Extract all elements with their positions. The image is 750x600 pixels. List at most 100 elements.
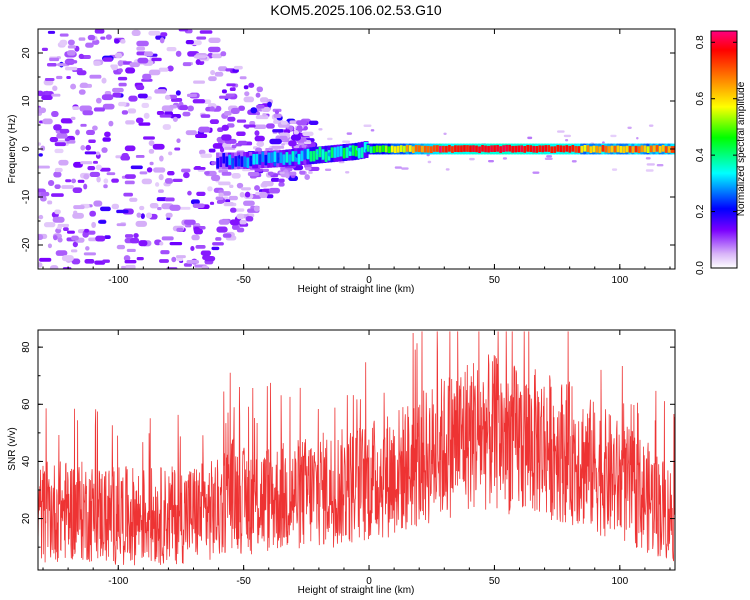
- spectrogram-cell: [229, 87, 236, 92]
- spectrogram-cell: [116, 223, 126, 227]
- spectrogram-cell: [111, 203, 120, 210]
- spectrogram-cell: [55, 250, 68, 256]
- spectrogram-cell: [78, 53, 85, 60]
- spectrogram-cell: [67, 39, 75, 46]
- spectrogram-cell: [72, 187, 83, 193]
- spectrogram-cell: [261, 180, 274, 187]
- spectrogram-cell: [209, 119, 219, 125]
- spectrogram-cell: [146, 167, 153, 173]
- spectrogram-cell: [224, 201, 234, 207]
- spectrogram-cell: [159, 241, 164, 246]
- spectrogram-cell: [101, 77, 107, 84]
- spectrogram-cell: [256, 86, 264, 93]
- spectrogram-cell: [262, 113, 267, 117]
- spectrogram-cell: [169, 204, 181, 211]
- spectrogram-cell: [143, 51, 154, 57]
- spectrogram-cell: [54, 148, 64, 154]
- spectrogram-cell: [70, 116, 76, 121]
- snr-y-tick-label: 60: [21, 398, 32, 410]
- spectrogram-cell: [327, 137, 333, 141]
- spectrogram-cell: [193, 166, 206, 170]
- spectrogram-x-ticks: -100 -50 0 50 100: [42, 29, 671, 286]
- spectrogram-cell: [211, 246, 220, 251]
- spectrogram-cell: [59, 33, 69, 37]
- spectrogram-cell: [99, 167, 111, 172]
- spectrogram-cell: [47, 200, 53, 205]
- spectrogram-cell: [267, 171, 274, 176]
- spectrogram-cell: [84, 228, 90, 233]
- spectrogram-cell: [151, 57, 162, 62]
- spectrogram-cell: [71, 178, 77, 184]
- spectrogram-cell: [283, 129, 291, 134]
- spectrogram-cell: [111, 64, 118, 71]
- spectrogram-cell: [44, 90, 50, 97]
- spectrogram-cell: [182, 111, 191, 117]
- spectrogram-cell: [131, 29, 141, 37]
- spectrogram-y-tick-label: -10: [21, 189, 32, 204]
- spectrogram-cell: [304, 174, 310, 181]
- spectrogram-cell: [39, 257, 52, 262]
- spectrogram-cell: [324, 168, 332, 171]
- spectrogram-cell: [196, 191, 206, 197]
- spectrogram-cell: [138, 240, 148, 247]
- spectrogram-cell: [203, 99, 212, 104]
- spectrogram-cell: [123, 255, 131, 262]
- spectrogram-cell: [268, 187, 281, 194]
- spectrogram-cell: [141, 178, 153, 185]
- spectrogram-cell: [133, 233, 139, 239]
- spectrogram-cell: [64, 66, 78, 71]
- spectrogram-cell: [71, 258, 81, 265]
- spectrogram-cell: [244, 91, 250, 97]
- spectrogram-cell: [112, 87, 124, 93]
- spectrogram-cell: [174, 147, 181, 151]
- spectrogram-cell: [207, 46, 221, 53]
- spectrogram-cell: [216, 200, 224, 204]
- spectrogram-cell: [253, 124, 267, 130]
- spectrogram-cell: [53, 171, 62, 178]
- spectrogram-cell: [427, 160, 432, 164]
- spectrogram-cell: [281, 143, 285, 146]
- spectrogram-cell: [54, 167, 63, 173]
- spectrogram-cell: [124, 180, 135, 185]
- spectrogram-cell: [117, 60, 124, 67]
- spectrogram-cell: [256, 141, 265, 147]
- spectrogram-cell: [64, 137, 70, 142]
- spectrogram-cell: [158, 67, 169, 72]
- spectrogram-cell: [171, 256, 177, 263]
- spectrogram-cell: [164, 178, 174, 184]
- spectrogram-cell: [656, 164, 664, 167]
- spectrogram-cell: [345, 171, 350, 174]
- spectrogram-cell: [124, 234, 134, 238]
- spectrogram-cell: [193, 55, 206, 59]
- spectrogram-cell: [149, 161, 154, 166]
- spectrogram-cell: [370, 129, 375, 132]
- spectrogram-cell: [112, 92, 122, 98]
- spectrogram-cell: [215, 237, 222, 241]
- spectrogram-cell: [152, 143, 165, 150]
- colorbar: 0.0 0.2 0.4 0.6 0.8 Normalized spectral ampl…: [695, 30, 747, 275]
- spectrogram-cell: [118, 101, 127, 107]
- spectrogram-cell: [157, 207, 162, 211]
- spectrogram-cell: [645, 157, 651, 160]
- spectrogram-cell: [70, 235, 79, 241]
- spectrogram-cell: [346, 132, 353, 135]
- spectrogram-cell: [136, 212, 142, 218]
- spectrogram-cell: [127, 108, 137, 114]
- spectrogram-cell: [136, 257, 144, 261]
- spectrogram-cell: [544, 157, 553, 160]
- spectrogram-cell: [255, 111, 261, 116]
- spectrogram-cell: [38, 214, 44, 220]
- spectrogram-cell: [89, 74, 102, 79]
- spectrogram-cell: [162, 124, 172, 130]
- spectrogram-cell: [80, 123, 87, 127]
- spectrogram-cell: [101, 147, 108, 153]
- spectrogram-cell: [255, 92, 261, 98]
- spectrogram-cell: [129, 237, 140, 244]
- spectrogram-cell: [563, 134, 571, 138]
- snr-x-tick-label: -50: [236, 576, 251, 587]
- spectrogram-cell: [222, 142, 231, 148]
- spectrogram-cell: [185, 130, 197, 136]
- spectrogram-cell: [243, 85, 249, 90]
- spectrogram-cell: [196, 36, 207, 40]
